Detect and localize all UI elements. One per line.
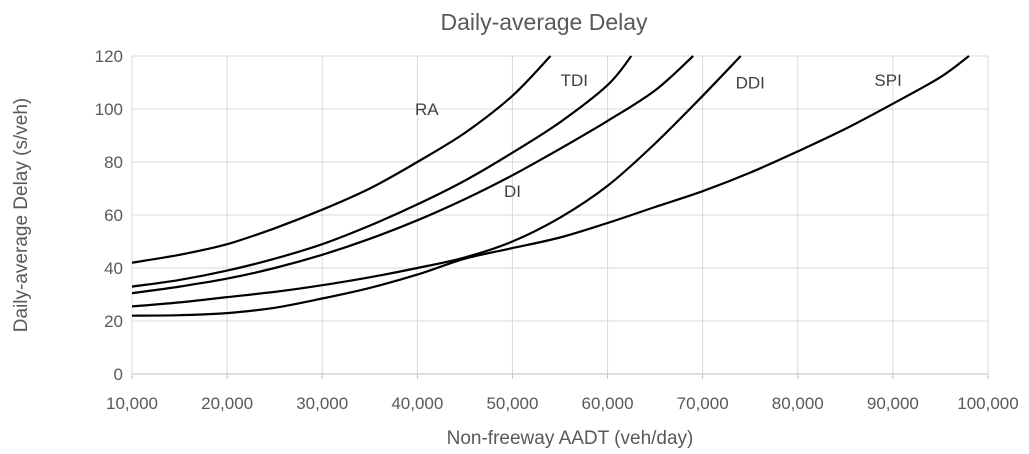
x-tick-label: 100,000	[957, 394, 1018, 413]
grid-layer	[131, 55, 989, 375]
series-layer	[132, 55, 970, 317]
y-tick-label: 20	[104, 312, 123, 331]
y-tick-label: 80	[104, 153, 123, 172]
series-line-4	[132, 55, 742, 308]
x-tick-label: 50,000	[486, 394, 538, 413]
y-axis-title: Daily-average Delay (s/veh)	[11, 98, 32, 332]
y-tick-label: 60	[104, 206, 123, 225]
y-tick-label: 0	[114, 365, 123, 384]
y-tick-label: 120	[95, 47, 123, 66]
x-tick-label: 90,000	[867, 394, 919, 413]
series-label-ddi: DDI	[736, 74, 765, 93]
y-tick-label: 40	[104, 259, 123, 278]
y-tick-label: 100	[95, 100, 123, 119]
axis-layer: 0 20 40 60 80 100 120 10,000 20,000 30,000 40,000 5…	[95, 47, 1019, 413]
series-line-3	[132, 55, 694, 295]
x-tick-label: 40,000	[391, 394, 443, 413]
x-tick-label: 30,000	[296, 394, 348, 413]
series-label-ra: RA	[415, 100, 439, 119]
x-tick-label: 20,000	[201, 394, 253, 413]
series-label-tdi: TDI	[561, 71, 588, 90]
x-tick-label: 70,000	[677, 394, 729, 413]
x-tick-label: 60,000	[582, 394, 634, 413]
series-label-layer: RA TDI DI DDI SPI	[415, 71, 902, 201]
x-tick-label: 10,000	[106, 394, 158, 413]
series-line-2	[132, 55, 633, 288]
series-line-1	[132, 55, 552, 264]
series-label-di: DI	[504, 182, 521, 201]
chart-title: Daily-average Delay	[440, 9, 648, 35]
x-tick-label: 80,000	[772, 394, 824, 413]
series-label-spi: SPI	[874, 71, 901, 90]
x-axis-title: Non-freeway AADT (veh/day)	[447, 428, 694, 449]
series-line-5	[132, 55, 970, 317]
